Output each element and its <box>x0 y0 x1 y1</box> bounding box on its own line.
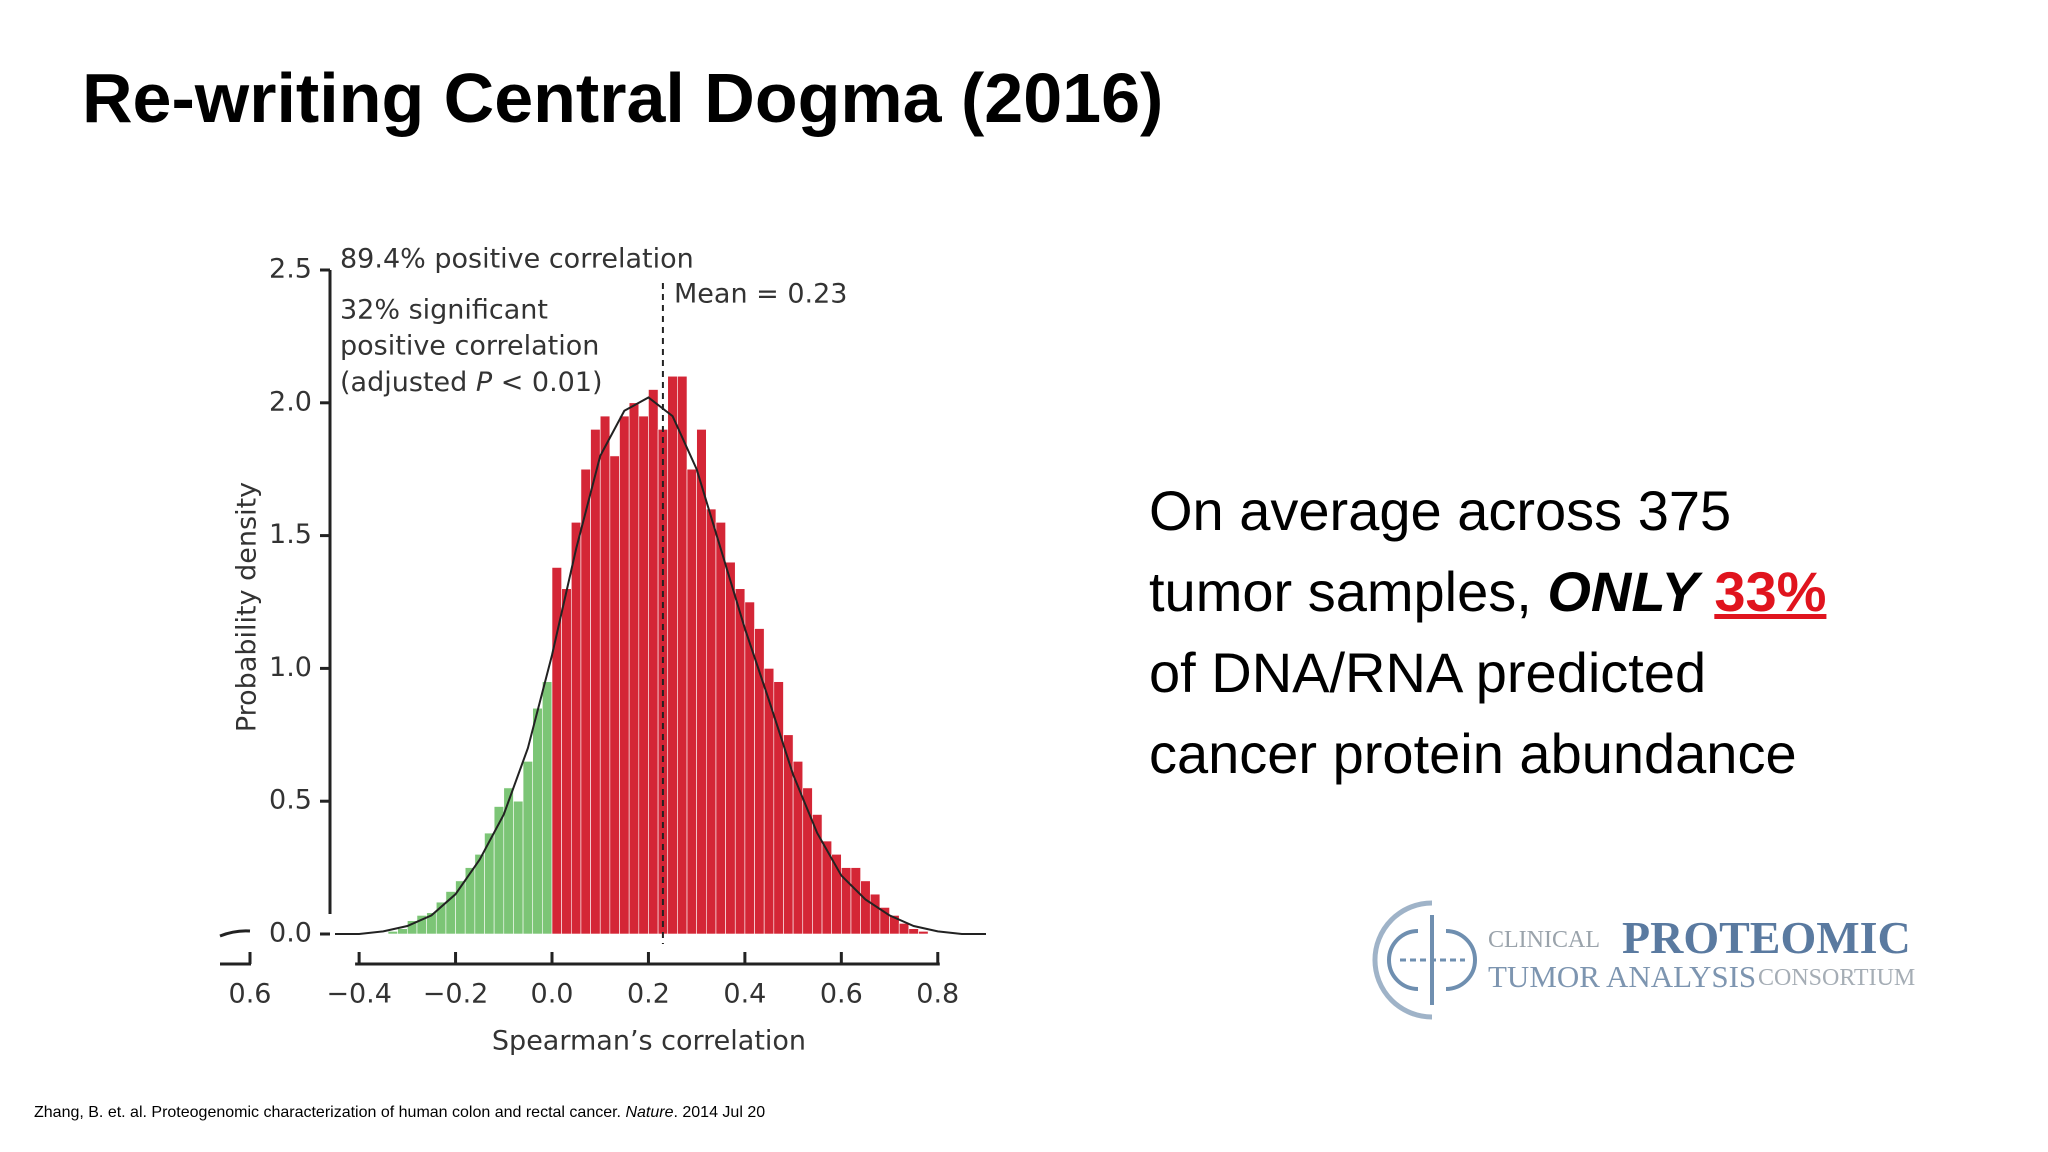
citation-text: Zhang, B. et. al. Proteogenomic characte… <box>34 1104 626 1121</box>
citation: Zhang, B. et. al. Proteogenomic characte… <box>34 1104 765 1122</box>
histogram-bar <box>706 508 717 935</box>
histogram-bar <box>667 375 678 935</box>
histogram-bar <box>918 931 929 935</box>
x-axis-label: Spearman’s correlation <box>492 1026 806 1057</box>
x-tick-label: −0.2 <box>423 979 489 1010</box>
slide-title: Re-writing Central Dogma (2016) <box>82 59 1164 137</box>
y-tick-label: 1.0 <box>269 652 312 683</box>
body-line: of DNA/RNA predicted <box>1149 641 1707 704</box>
highlight: 33% <box>1714 560 1827 623</box>
histogram-bar <box>628 402 640 935</box>
histogram-bar <box>397 928 408 935</box>
histogram-bar <box>677 375 688 935</box>
histogram-bar <box>522 761 534 935</box>
logo-proteomic: PROTEOMIC <box>1622 912 1911 963</box>
y-axis-break <box>219 929 251 938</box>
y-tick-label: 1.5 <box>269 519 312 550</box>
y-axis-label: Probability density <box>232 482 263 732</box>
histogram-bar <box>783 734 794 935</box>
x-break-label: 0.6 <box>229 979 272 1010</box>
y-tick-label: 2.5 <box>269 254 312 285</box>
histogram-bar <box>542 681 553 935</box>
annotation-part: P <box>476 367 493 398</box>
histogram-bar <box>715 522 726 935</box>
histogram-bar <box>599 415 611 935</box>
histogram-bar <box>725 561 736 935</box>
histogram-bar <box>570 522 582 935</box>
histogram-bar <box>619 415 630 935</box>
annotation: positive correlation <box>340 331 599 362</box>
histogram-bar <box>561 588 572 935</box>
y-tick-label: 0.0 <box>269 918 312 949</box>
logo-mark <box>1372 900 1477 1020</box>
histogram-bar <box>609 455 620 935</box>
histogram-bar <box>908 928 919 935</box>
histogram-bar <box>686 468 697 935</box>
emphasis: ONLY <box>1547 560 1699 623</box>
histogram-bar <box>474 854 485 935</box>
histogram-bar <box>648 389 659 935</box>
body-line: cancer protein abundance <box>1149 722 1797 785</box>
y-tick-label: 2.0 <box>269 386 312 417</box>
histogram-bar <box>850 867 861 935</box>
histogram-bar <box>898 923 910 935</box>
logo-consortium: CONSORTIUM <box>1758 965 1916 991</box>
histogram-bar <box>493 806 505 935</box>
citation-journal: Nature <box>625 1104 674 1121</box>
body-span: tumor samples, <box>1149 560 1532 623</box>
histogram-bar <box>869 893 881 935</box>
body-text: On average across 375 tumor samples, ONL… <box>1149 470 1826 794</box>
logo-clinical: CLINICAL <box>1488 927 1600 953</box>
histogram-bar <box>860 880 871 935</box>
annotation: 89.4% positive correlation <box>340 244 694 275</box>
histogram-bar <box>387 931 398 935</box>
body-line: tumor samples, ONLY 33% <box>1149 551 1826 632</box>
x-tick-label: 0.8 <box>916 979 959 1010</box>
annotation: 32% significant <box>340 295 548 326</box>
x-tick-label: 0.4 <box>723 979 766 1010</box>
logo: CLINICAL PROTEOMIC TUMOR ANALYSIS CONSOR… <box>1370 895 1950 1025</box>
x-tick-label: 0.6 <box>820 979 863 1010</box>
citation-text: . 2014 Jul 20 <box>673 1104 766 1121</box>
annotation: (adjusted P < 0.01) <box>340 367 603 398</box>
histogram-bar <box>734 588 746 935</box>
x-tick-label: 0.0 <box>531 979 574 1010</box>
annotation-part: (adjusted <box>340 367 476 398</box>
histogram-bar <box>532 707 543 935</box>
logo-tumor: TUMOR ANALYSIS <box>1488 959 1757 994</box>
histogram-bar <box>513 800 524 935</box>
histogram-bar <box>590 429 601 935</box>
mean-label: Mean = 0.23 <box>674 279 847 310</box>
histogram-bar <box>580 468 591 935</box>
histogram-bar <box>696 429 707 935</box>
density-curve <box>335 396 986 935</box>
histogram-bar <box>638 415 649 935</box>
body-line: On average across 375 <box>1149 479 1732 542</box>
x-tick-label: −0.4 <box>326 979 392 1010</box>
x-tick-label: 0.2 <box>627 979 670 1010</box>
annotation-part: < 0.01) <box>492 367 602 398</box>
y-tick-label: 0.5 <box>269 785 312 816</box>
